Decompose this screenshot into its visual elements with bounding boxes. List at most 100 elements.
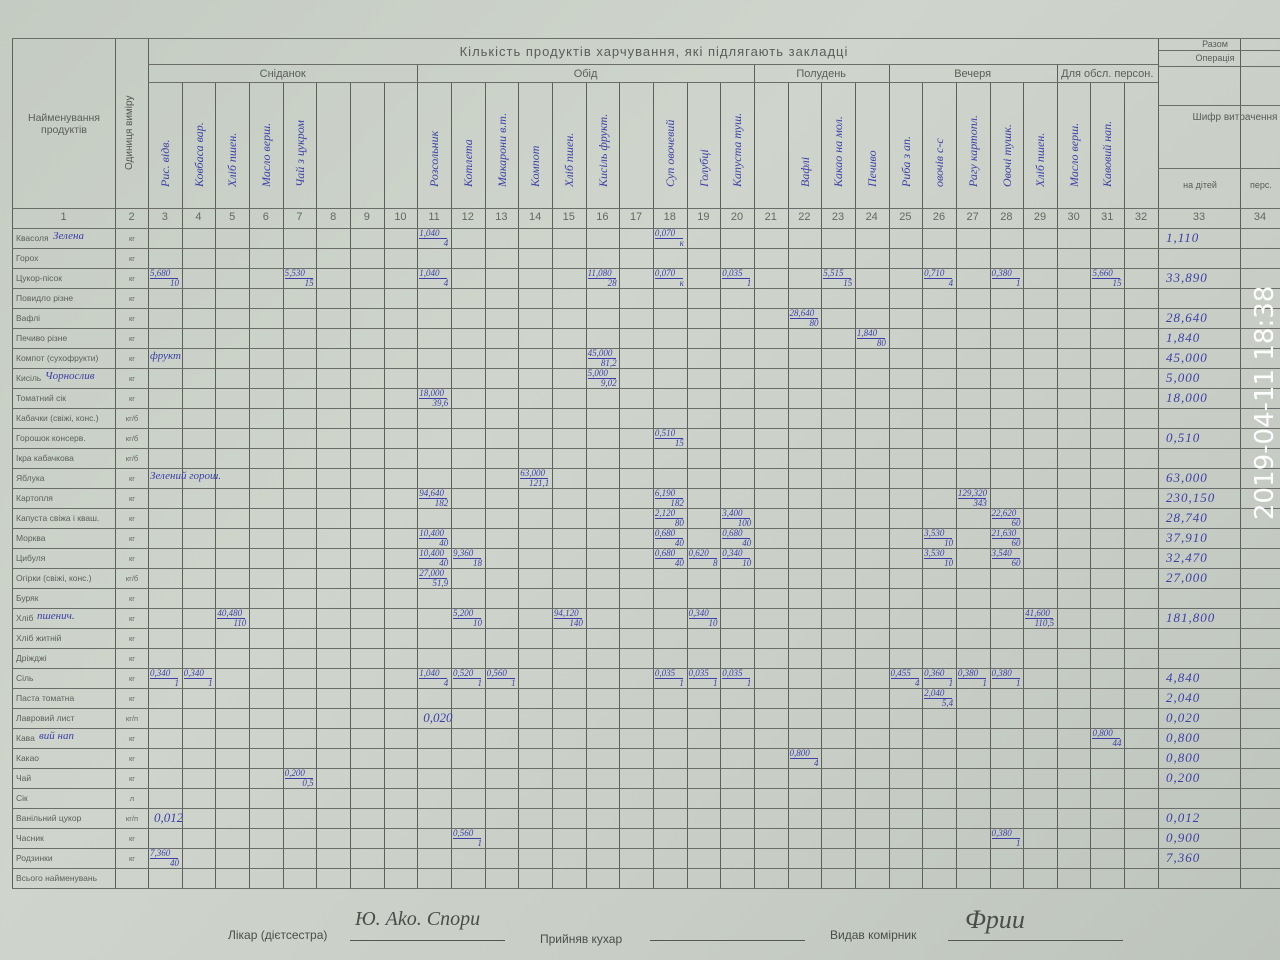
product-unit: кг/п — [125, 714, 139, 723]
quantity-value: 5,530 — [284, 268, 305, 278]
grid-row-line — [12, 328, 1280, 329]
portion-count: 15 — [304, 278, 314, 288]
fraction-bar — [520, 478, 549, 479]
quantity-entry: 0,800 44 — [1091, 728, 1124, 748]
grid-column-line — [686, 82, 688, 888]
dish-name: Котлета — [451, 90, 484, 204]
product-name: Компот (сухофрукти) — [16, 353, 99, 363]
portion-count: 28 — [607, 278, 617, 288]
expense-code-header: Шифр витрачення — [1192, 112, 1278, 123]
portion-count: 51,9 — [432, 578, 449, 588]
dish-name: Хліб пшен. — [215, 90, 248, 204]
quantity-entry: 3,400 100 — [721, 508, 754, 528]
column-number: 5 — [229, 211, 236, 223]
quantity-value: 0,070 — [654, 228, 676, 238]
product-unit: кг — [128, 654, 136, 663]
fraction-bar — [150, 858, 178, 859]
product-unit: кг — [128, 234, 136, 243]
grid-row-line — [12, 428, 1280, 429]
dish-name-text: Кавовий нап. — [1100, 120, 1115, 187]
quantity-entry: 2,040 5,4 — [923, 688, 956, 708]
handwritten-product-note: Чорнослив — [45, 370, 95, 382]
dish-name-text: Рис. відв. — [158, 139, 172, 187]
product-name: Томатний сік — [16, 393, 66, 403]
quantity-value: 2,040 — [924, 688, 945, 698]
dish-name-text: Овочі тушк. — [999, 124, 1014, 187]
product-name: Дріжджі — [16, 653, 47, 663]
portion-count: 1 — [1016, 838, 1021, 848]
product-name: Картопля — [16, 493, 53, 503]
grid-row-line — [12, 308, 1280, 309]
portion-count: 182 — [670, 498, 684, 508]
quantity-value: 0,340 — [688, 608, 709, 618]
dish-name-text: Рагу картопл. — [965, 115, 980, 187]
handwritten-product-note: вий нап — [39, 730, 74, 742]
grid-row-line — [12, 408, 1280, 409]
quantity-value: 0,070 — [654, 268, 676, 278]
portion-count: 1 — [477, 678, 482, 688]
fraction-bar — [722, 558, 751, 559]
grid-row-line — [12, 708, 1280, 709]
quantity-entry: 0,380 1 — [991, 268, 1024, 288]
product-unit: кг — [128, 294, 136, 303]
fraction-bar — [419, 398, 448, 399]
column-number: 31 — [1101, 211, 1114, 223]
grid-row-line — [12, 268, 1280, 269]
dish-name: Рагу картопл. — [956, 90, 989, 204]
column-number: 7 — [296, 211, 303, 223]
fraction-bar — [150, 278, 178, 279]
dish-name-text: Вафлі — [797, 156, 812, 187]
row-total: 0,510 — [1166, 430, 1201, 445]
grid-right-line — [1158, 50, 1280, 51]
quantity-value: 3,530 — [924, 528, 945, 538]
product-unit: кг — [128, 374, 136, 383]
meal-group-label: Сніданок — [259, 68, 306, 80]
column-number: 13 — [495, 211, 508, 223]
dish-name-text: Какао на мол. — [831, 116, 846, 187]
portion-count: 100 — [737, 518, 752, 528]
grid-column-line — [720, 82, 722, 888]
fraction-bar — [587, 378, 616, 379]
column-number: 23 — [831, 211, 845, 223]
fraction-bar — [419, 498, 448, 499]
dish-name-text: Котлета — [460, 139, 475, 187]
column-number: 11 — [428, 211, 440, 223]
quantity-value: 0,340 — [722, 548, 743, 558]
dish-name-text: Розсольник — [427, 130, 442, 187]
product-unit: кг/б — [125, 434, 139, 443]
product-unit: кг/б — [125, 454, 139, 463]
doctor-label: Лікар (дієтсестра) — [228, 928, 328, 942]
quantity-value: 3,530 — [924, 548, 945, 558]
quantity-entry: 3,540 60 — [991, 548, 1024, 568]
quantity-value: 41,600 — [1025, 608, 1050, 618]
handwritten-product-note: Зелений горош. — [150, 470, 222, 482]
quantity-value: 11,080 — [587, 268, 612, 278]
grid-column-line — [551, 82, 553, 888]
row-total: 63,000 — [1166, 470, 1208, 485]
grid-top-line — [12, 38, 1280, 39]
portion-count: к — [679, 238, 684, 248]
grid-column-line — [1240, 38, 1241, 888]
staff-header: перс. — [1250, 180, 1272, 190]
quantity-value: 0,035 — [654, 668, 676, 678]
column-number: 10 — [394, 211, 407, 223]
quantity-value: 0,035 — [688, 668, 709, 678]
column-number: 19 — [697, 211, 710, 223]
portion-count: 140 — [569, 618, 583, 628]
quantity-entry: 27,000 51,9 — [418, 568, 451, 588]
product-unit: кг — [128, 694, 136, 703]
dish-name-text: Суп овочевий — [662, 119, 677, 187]
cook-signature-line — [650, 940, 805, 941]
quantity-value: 0,380 — [991, 828, 1012, 838]
portion-count: 40 — [742, 538, 752, 548]
portion-count: 60 — [1011, 558, 1021, 568]
portion-count: 1 — [174, 678, 180, 688]
quantity-value: 45,000 — [587, 348, 613, 358]
grid-right-line — [1158, 105, 1280, 106]
quantity-entry: 0,620 8 — [688, 548, 721, 568]
product-unit: кг — [128, 474, 136, 483]
product-column-header: Найменування продуктів — [28, 112, 100, 136]
grid-row-line — [12, 848, 1280, 849]
grid-column-line — [821, 82, 823, 888]
quantity-value: 0,680 — [722, 528, 743, 538]
